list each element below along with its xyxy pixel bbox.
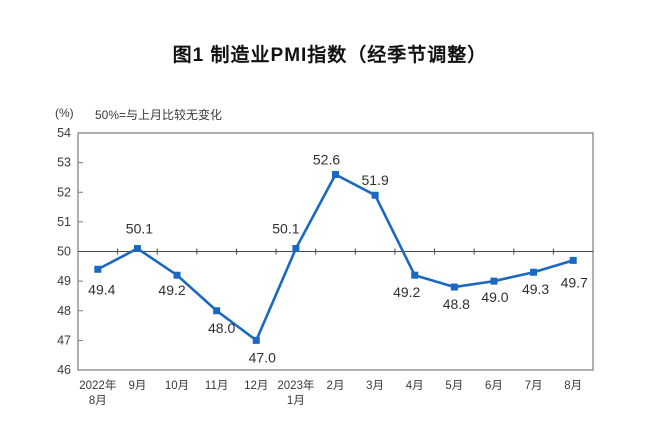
data-point-marker xyxy=(213,307,221,315)
data-point-label: 50.1 xyxy=(126,221,153,237)
x-axis-label: 7月 xyxy=(525,380,543,392)
y-axis-label: 46 xyxy=(57,363,71,377)
data-point-marker xyxy=(252,336,260,344)
data-point-marker xyxy=(133,245,141,253)
data-point-label: 49.7 xyxy=(561,274,588,290)
reference-note: 50%=与上月比较无变化 xyxy=(95,108,223,122)
y-axis-unit-label: (%) xyxy=(55,106,74,120)
x-axis-label: 12月 xyxy=(244,380,268,392)
x-axis-label: 2月 xyxy=(327,380,345,392)
data-point-label: 49.2 xyxy=(393,284,420,300)
y-axis-label: 48 xyxy=(57,304,71,318)
x-axis-label: 2023年 xyxy=(277,378,314,392)
x-axis-label: 11月 xyxy=(205,380,228,392)
data-point-label: 48.8 xyxy=(443,296,470,312)
y-axis-label: 54 xyxy=(57,126,71,140)
x-axis-label: 2022年 xyxy=(79,378,116,392)
y-axis-label: 51 xyxy=(57,215,71,229)
data-point-label: 48.0 xyxy=(208,320,235,336)
x-axis-label: 3月 xyxy=(366,380,384,392)
y-axis-label: 50 xyxy=(57,245,71,259)
x-axis-label: 6月 xyxy=(485,380,503,392)
y-axis-label: 52 xyxy=(57,185,71,199)
data-point-marker xyxy=(450,283,458,291)
data-point-marker xyxy=(292,245,300,253)
data-point-label: 50.1 xyxy=(272,221,299,237)
x-axis-label: 8月 xyxy=(89,395,107,407)
series-line xyxy=(97,173,574,342)
x-axis-label: 4月 xyxy=(406,380,424,392)
y-axis-label: 53 xyxy=(57,156,71,170)
data-point-marker xyxy=(332,170,339,178)
data-point-label: 52.6 xyxy=(313,151,340,167)
data-point-marker xyxy=(94,265,102,273)
x-axis-label: 9月 xyxy=(128,380,146,392)
data-point-marker xyxy=(173,271,181,279)
data-point-marker xyxy=(569,256,577,264)
data-point-label: 49.2 xyxy=(158,282,185,298)
data-point-label: 49.4 xyxy=(88,281,115,297)
y-axis-label: 49 xyxy=(57,274,71,288)
chart-title: 图1 制造业PMI指数（经季节调整） xyxy=(172,45,488,66)
data-point-label: 47.0 xyxy=(249,349,276,365)
x-axis-label: 10月 xyxy=(165,380,189,392)
x-axis-label: 5月 xyxy=(445,380,463,392)
x-axis-label: 8月 xyxy=(564,380,582,392)
data-point-marker xyxy=(411,271,419,279)
y-axis-label: 47 xyxy=(57,333,71,347)
x-axis-label: 1月 xyxy=(287,395,305,407)
data-point-label: 49.0 xyxy=(481,289,508,305)
data-point-label: 51.9 xyxy=(361,172,388,188)
data-point-marker xyxy=(530,268,538,276)
data-point-marker xyxy=(371,191,379,199)
data-point-label: 49.3 xyxy=(522,281,549,297)
data-point-marker xyxy=(490,277,498,285)
